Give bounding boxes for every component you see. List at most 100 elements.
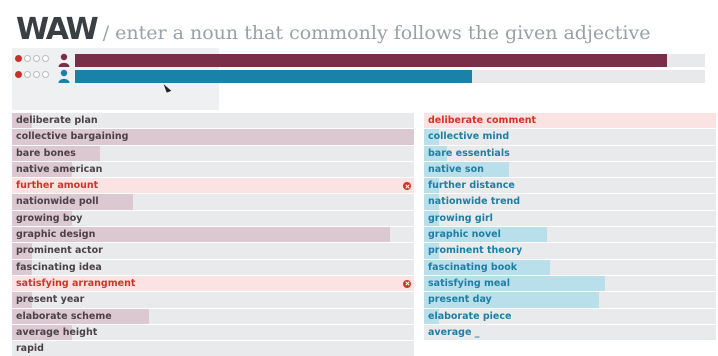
word-phrase: elaborate scheme: [16, 310, 112, 322]
word-row: native american: [12, 160, 414, 178]
word-phrase: satisfying meal: [428, 277, 510, 289]
word-phrase: prominent actor: [16, 245, 103, 257]
life-empty-icon: [24, 55, 31, 62]
word-score-bar: [12, 113, 33, 129]
player-2-progress-track: [75, 70, 705, 83]
word-score-bar: [12, 145, 101, 161]
task-prompt: / enter a noun that commonly follows the…: [102, 22, 651, 44]
word-phrase: native american: [16, 163, 103, 175]
word-row: deliberate plan: [12, 112, 414, 129]
word-row: average height: [12, 323, 414, 341]
word-phrase: deliberate comment: [428, 115, 537, 126]
word-score-bar: [424, 129, 439, 145]
word-row: present day: [424, 291, 716, 308]
user-icon: [58, 69, 70, 83]
word-phrase: average _: [428, 326, 480, 338]
word-phrase: present day: [428, 294, 492, 306]
word-row: fascinating book: [424, 258, 716, 275]
word-phrase: collective bargaining: [16, 131, 129, 143]
word-row: satisfying meal: [424, 274, 716, 292]
header: WAW / enter a noun that commonly follows…: [16, 12, 650, 52]
word-phrase: rapid: [16, 343, 44, 355]
word-phrase: satisfying arrangment: [16, 277, 136, 289]
word-phrase: collective mind: [428, 131, 510, 143]
word-row: graphic design: [12, 226, 414, 243]
word-row: deliberate comment: [424, 112, 716, 129]
word-row: collective bargaining: [12, 128, 414, 145]
life-empty-icon: [42, 71, 49, 78]
word-row: average _: [424, 323, 716, 341]
word-phrase: prominent theory: [428, 245, 523, 257]
word-score-bar: [424, 227, 547, 243]
word-row: fascinating idea: [12, 258, 414, 275]
word-score-bar: [12, 129, 414, 145]
word-score-bar: [424, 243, 439, 259]
word-score-bar: [12, 292, 33, 308]
wrong-answer-icon: [403, 279, 411, 288]
word-score-bar: [12, 308, 149, 324]
word-phrase: elaborate piece: [428, 310, 512, 322]
word-phrase: growing girl: [428, 212, 493, 224]
word-phrase: graphic novel: [428, 229, 501, 241]
word-score-bar: [12, 243, 33, 259]
player-1-score-row: [12, 52, 705, 68]
word-score-bar: [12, 210, 73, 227]
word-row: graphic novel: [424, 226, 716, 243]
word-row: nationwide poll: [12, 193, 414, 210]
word-score-bar: [424, 178, 439, 194]
word-score-bar: [424, 210, 439, 227]
word-score-bar: [424, 275, 606, 292]
word-phrase: graphic design: [16, 229, 96, 241]
word-row: prominent theory: [424, 242, 716, 259]
word-score-bar: [424, 259, 550, 275]
player-1-progress-track: [75, 54, 705, 67]
word-row: nationwide trend: [424, 193, 716, 210]
player-2-lives: [15, 71, 49, 78]
word-score-bar: [12, 259, 33, 275]
word-phrase: fascinating idea: [16, 261, 102, 273]
word-row: prominent actor: [12, 242, 414, 259]
player-2-progress-fill: [75, 70, 472, 83]
player-2-word-list: deliberate comment collective mind bare es…: [424, 112, 716, 341]
life-lost-icon: [15, 55, 22, 62]
word-row: collective mind: [424, 128, 716, 145]
word-row: present year: [12, 291, 414, 308]
life-lost-icon: [15, 71, 22, 78]
word-row: growing boy: [12, 209, 414, 227]
word-score-bar: [424, 194, 439, 210]
word-score-bar: [424, 145, 448, 161]
word-phrase: further amount: [16, 180, 99, 192]
life-empty-icon: [24, 71, 31, 78]
player-1-lives: [15, 55, 49, 62]
word-phrase: nationwide trend: [428, 196, 521, 208]
word-score-bar: [12, 194, 133, 210]
word-phrase: bare essentials: [428, 147, 510, 159]
life-empty-icon: [42, 55, 49, 62]
word-row: elaborate scheme: [12, 307, 414, 324]
word-phrase: bare bones: [16, 147, 76, 159]
player-1-word-list: deliberate plan collective bargaining bare…: [12, 112, 414, 356]
word-row: bare essentials: [424, 144, 716, 161]
word-phrase: growing boy: [16, 212, 83, 224]
word-row: rapid: [12, 340, 414, 356]
word-phrase: average height: [16, 326, 98, 338]
word-score-bar: [424, 308, 439, 324]
word-score-bar: [12, 161, 73, 178]
word-row: satisfying arrangment: [12, 274, 414, 292]
word-phrase: fascinating book: [428, 261, 518, 273]
word-phrase: nationwide poll: [16, 196, 99, 208]
player-2-score-row: [12, 68, 705, 84]
wrong-answer-icon: [403, 182, 411, 191]
word-row: growing girl: [424, 209, 716, 227]
word-row: elaborate piece: [424, 307, 716, 324]
word-score-bar: [12, 324, 73, 341]
player-1-progress-fill: [75, 54, 668, 67]
life-empty-icon: [33, 55, 40, 62]
word-row: bare bones: [12, 144, 414, 161]
word-phrase: native son: [428, 163, 484, 175]
word-score-bar: [424, 161, 509, 178]
user-icon: [58, 53, 70, 67]
word-row: further amount: [12, 177, 414, 194]
word-row: native son: [424, 160, 716, 178]
word-phrase: deliberate plan: [16, 115, 98, 126]
